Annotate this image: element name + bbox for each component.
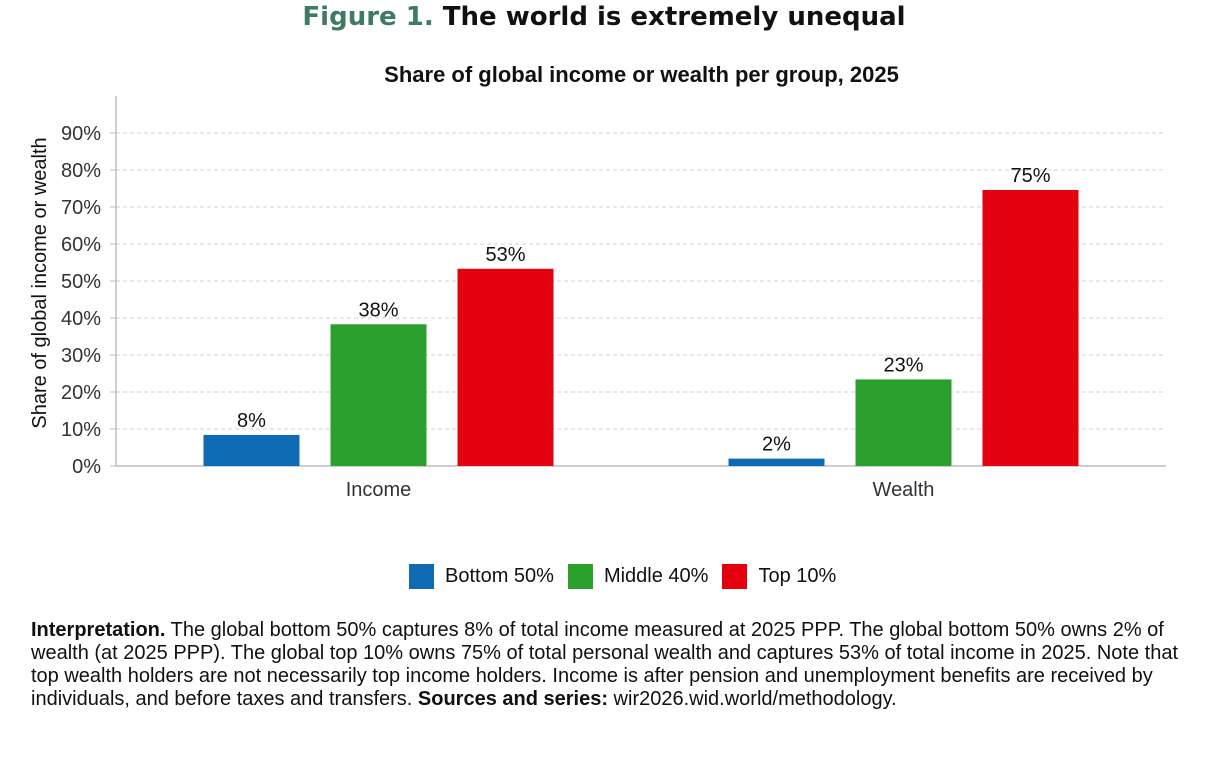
figure-label: Figure 1. [302, 2, 434, 32]
y-tick-label: 90% [61, 123, 101, 145]
sources-label: Sources and series: [417, 688, 608, 710]
sources-text: wir2026.wid.world/methodology. [608, 688, 897, 710]
interpretation-label: Interpretation. [31, 619, 166, 641]
legend-label-top-10: Top 10% [758, 565, 837, 587]
chart-legend: Bottom 50% Middle 40% Top 10% [409, 564, 850, 589]
data-label: 53% [485, 244, 525, 266]
data-label: 75% [1010, 165, 1050, 187]
y-axis-label: Share of global income or wealth [29, 137, 51, 428]
legend-label-middle-40: Middle 40% [603, 565, 709, 587]
x-tick-label: Wealth [873, 479, 935, 501]
bar-bottom-50--wealth [728, 458, 825, 466]
y-tick-label: 40% [61, 308, 101, 330]
legend-swatch-bottom-50 [409, 564, 434, 589]
figure-title-text: The world is extremely unequal [442, 2, 906, 32]
y-tick-label: 30% [61, 345, 101, 367]
y-tick-label: 70% [61, 197, 101, 219]
legend-item-middle-40: Middle 40% [567, 564, 709, 589]
y-tick-label: 60% [61, 234, 101, 256]
y-tick-label: 0% [72, 456, 101, 478]
y-tick-label: 10% [61, 419, 101, 441]
legend-item-bottom-50: Bottom 50% [409, 564, 554, 589]
bar-top-10--income [457, 268, 554, 466]
bar-bottom-50--income [203, 434, 300, 466]
chart-title: Share of global income or wealth per gro… [384, 62, 899, 87]
figure-title: Figure 1. The world is extremely unequal [0, 2, 1208, 32]
data-label: 23% [883, 354, 923, 376]
interpretation-note: Interpretation. The global bottom 50% ca… [31, 619, 1181, 711]
y-tick-label: 20% [61, 382, 101, 404]
y-tick-label: 80% [61, 160, 101, 182]
data-label: 38% [358, 299, 398, 321]
data-label: 2% [762, 434, 791, 456]
legend-swatch-top-10 [722, 564, 748, 589]
bar-middle-40--income [330, 324, 427, 466]
bar-middle-40--wealth [855, 379, 952, 466]
interpretation-text: The global bottom 50% captures 8% of tot… [31, 619, 1179, 710]
x-tick-label: Income [346, 479, 412, 501]
legend-swatch-middle-40 [567, 564, 593, 589]
y-tick-label: 50% [61, 271, 101, 293]
legend-item-top-10: Top 10% [722, 564, 836, 589]
legend-label-bottom-50: Bottom 50% [445, 565, 554, 587]
bar-top-10--wealth [982, 189, 1079, 467]
bar-chart: 0% 10% 20% 30% 40% 50% 60% 70% 80% 90% Share of gl… [29, 96, 1166, 501]
data-label: 8% [237, 410, 266, 432]
